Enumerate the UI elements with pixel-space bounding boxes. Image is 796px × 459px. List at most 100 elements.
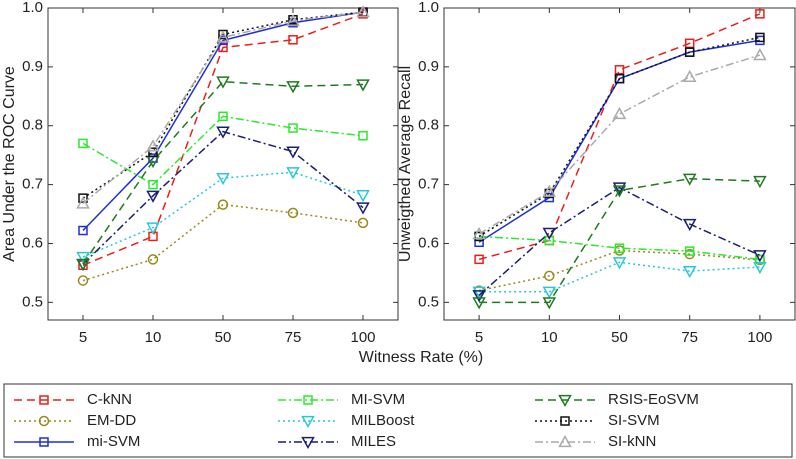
x-tick-label: 10 [145, 329, 162, 346]
data-point [682, 173, 697, 186]
series-line [82, 130, 364, 265]
data-point [146, 190, 160, 203]
data-point [682, 69, 697, 83]
data-point [217, 199, 229, 210]
x-tick-label: 50 [215, 329, 232, 346]
series-line [82, 171, 364, 258]
data-point [77, 275, 89, 286]
legend-marker [558, 394, 572, 408]
data-point [78, 225, 88, 236]
data-point [684, 38, 695, 49]
legend-label: SI-SVM [608, 412, 660, 429]
plot-area [443, 7, 796, 321]
legend-marker [303, 395, 313, 405]
data-point [472, 297, 486, 310]
legend-marker [301, 415, 315, 429]
data-point [286, 81, 300, 94]
data-point [753, 261, 767, 275]
data-point [78, 193, 88, 203]
series-line [478, 186, 761, 296]
data-point [76, 196, 90, 209]
legend-label: EM-DD [87, 412, 136, 429]
data-point [216, 30, 230, 43]
data-point [472, 227, 486, 240]
data-point [612, 257, 627, 270]
data-point [614, 73, 625, 84]
data-point [76, 258, 90, 272]
series-line [82, 11, 364, 232]
series-line [82, 11, 364, 199]
series-line [82, 13, 364, 266]
data-point [147, 254, 159, 265]
legend-label: MI-SVM [351, 391, 405, 408]
data-point [216, 172, 230, 186]
data-point [542, 184, 557, 197]
data-point [356, 202, 370, 215]
legend-marker [558, 434, 572, 448]
y-tick-label: 1.0 [22, 0, 43, 16]
y-tick-label: 0.7 [418, 176, 439, 193]
legend-label: C-kNN [87, 391, 132, 408]
data-point [755, 32, 765, 43]
data-point [753, 250, 767, 263]
x-tick-label: 5 [475, 329, 483, 346]
data-point [357, 217, 369, 229]
data-point [356, 79, 370, 92]
data-point [614, 243, 625, 253]
data-point [474, 254, 484, 265]
y-tick-label: 0.6 [22, 234, 43, 251]
data-point [148, 179, 158, 190]
legend-box [3, 383, 793, 458]
x-tick-label: 75 [285, 329, 302, 346]
data-point [614, 65, 625, 75]
data-point [216, 76, 230, 89]
series-line [478, 36, 761, 238]
data-point [684, 47, 695, 57]
data-point [684, 246, 695, 256]
y-axis-label: Unweigthed Average Recall [397, 66, 414, 262]
data-point [544, 235, 555, 246]
data-point [542, 227, 557, 240]
legend-marker [39, 395, 49, 405]
data-point [288, 35, 298, 45]
data-point [682, 265, 697, 279]
legend-marker [38, 415, 50, 427]
data-point [612, 106, 627, 120]
legend-label: MILBoost [351, 412, 415, 429]
y-tick-label: 0.8 [22, 117, 43, 134]
x-tick-label: 100 [747, 329, 772, 346]
data-point [356, 5, 370, 18]
series-line [82, 80, 364, 265]
y-tick-label: 0.5 [22, 293, 43, 310]
x-tick-label: 5 [79, 329, 87, 346]
data-point [356, 190, 370, 203]
data-point [146, 139, 160, 152]
data-point [78, 138, 88, 149]
data-point [286, 167, 300, 180]
data-point [544, 270, 555, 282]
data-point [682, 218, 697, 232]
legend-label: mi-SVM [87, 433, 140, 450]
data-point [218, 111, 228, 122]
series-line [478, 249, 760, 292]
data-point [612, 182, 627, 195]
x-axis-label: Witness Rate (%) [359, 349, 483, 366]
data-point [286, 13, 300, 27]
series-line [82, 203, 364, 282]
data-point [148, 147, 158, 157]
data-point [753, 175, 767, 189]
x-tick-label: 10 [541, 329, 558, 346]
data-point [542, 286, 557, 299]
x-tick-label: 100 [350, 329, 375, 346]
data-point [542, 297, 557, 310]
y-tick-label: 0.6 [418, 234, 439, 251]
x-tick-label: 75 [681, 329, 698, 346]
data-point [76, 251, 90, 265]
y-axis-label: Area Under the ROC Curve [1, 66, 18, 262]
data-point [286, 146, 300, 159]
y-tick-label: 0.8 [418, 117, 439, 134]
series-line [478, 54, 761, 235]
data-point [472, 290, 486, 303]
data-point [755, 9, 765, 19]
